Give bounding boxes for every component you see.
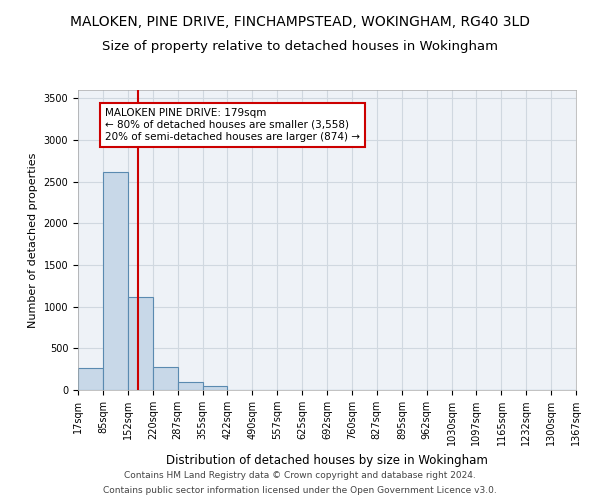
- Y-axis label: Number of detached properties: Number of detached properties: [28, 152, 38, 328]
- Bar: [78, 368, 103, 390]
- Bar: [103, 172, 128, 390]
- Bar: [203, 386, 227, 390]
- Bar: [153, 366, 178, 390]
- Text: MALOKEN, PINE DRIVE, FINCHAMPSTEAD, WOKINGHAM, RG40 3LD: MALOKEN, PINE DRIVE, FINCHAMPSTEAD, WOKI…: [70, 15, 530, 29]
- Text: Contains HM Land Registry data © Crown copyright and database right 2024.: Contains HM Land Registry data © Crown c…: [124, 471, 476, 480]
- Bar: [128, 296, 153, 390]
- Text: Contains public sector information licensed under the Open Government Licence v3: Contains public sector information licen…: [103, 486, 497, 495]
- Text: Size of property relative to detached houses in Wokingham: Size of property relative to detached ho…: [102, 40, 498, 53]
- Text: MALOKEN PINE DRIVE: 179sqm
← 80% of detached houses are smaller (3,558)
20% of s: MALOKEN PINE DRIVE: 179sqm ← 80% of deta…: [105, 108, 360, 142]
- X-axis label: Distribution of detached houses by size in Wokingham: Distribution of detached houses by size …: [166, 454, 488, 466]
- Bar: [178, 382, 203, 390]
